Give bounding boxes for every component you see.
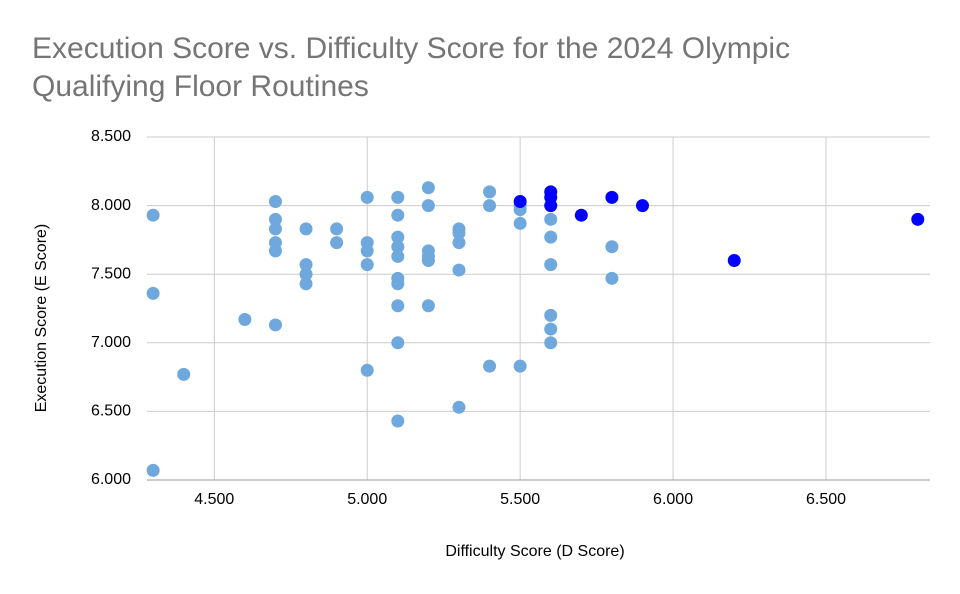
point: [605, 271, 619, 285]
point: [605, 240, 619, 254]
point: [360, 244, 374, 258]
point: [544, 258, 558, 272]
point: [544, 308, 558, 322]
point: [360, 258, 374, 272]
point: [391, 336, 405, 350]
point: [299, 267, 313, 281]
y-tick-label: 7.500: [91, 265, 131, 282]
y-axis-label: Execution Score (E Score): [33, 224, 50, 413]
point: [360, 190, 374, 204]
point: [268, 222, 282, 236]
point: [574, 208, 588, 222]
point: [268, 212, 282, 226]
point: [452, 400, 466, 414]
point: [391, 249, 405, 263]
point: [452, 236, 466, 250]
point: [544, 322, 558, 336]
point: [421, 199, 435, 213]
point: [911, 212, 925, 226]
point: [513, 359, 527, 373]
point: [177, 367, 191, 381]
point: [268, 194, 282, 208]
point: [146, 463, 160, 477]
x-tick-label: 5.500: [500, 491, 540, 508]
point: [544, 336, 558, 350]
point: [544, 199, 558, 213]
point: [391, 230, 405, 244]
x-tick-label: 6.000: [653, 491, 693, 508]
point: [238, 312, 252, 326]
point: [513, 216, 527, 230]
point: [635, 199, 649, 213]
point: [513, 194, 527, 208]
point: [421, 181, 435, 195]
point: [299, 258, 313, 272]
x-axis-label: Difficulty Score (D Score): [445, 543, 624, 560]
point: [421, 299, 435, 313]
point: [391, 414, 405, 428]
point: [330, 236, 344, 250]
chart-title: Execution Score vs. Difficulty Score for…: [32, 32, 791, 103]
point: [360, 363, 374, 377]
y-tick-label: 6.500: [91, 403, 131, 420]
point: [146, 286, 160, 300]
y-tick-label: 6.000: [91, 471, 131, 488]
y-tick-label: 7.000: [91, 334, 131, 351]
point: [391, 190, 405, 204]
point: [330, 222, 344, 236]
y-tick-label: 8.500: [91, 128, 131, 145]
point: [299, 222, 313, 236]
point: [605, 190, 619, 204]
point: [391, 299, 405, 313]
point: [483, 185, 497, 199]
point: [452, 226, 466, 240]
x-tick-label: 4.500: [194, 491, 234, 508]
point: [391, 277, 405, 291]
x-tick-label: 6.500: [806, 491, 846, 508]
point: [727, 253, 741, 267]
point: [544, 212, 558, 226]
point: [483, 359, 497, 373]
point: [452, 263, 466, 277]
point: [483, 199, 497, 213]
point: [268, 318, 282, 332]
point: [391, 208, 405, 222]
point: [299, 277, 313, 291]
point: [421, 253, 435, 267]
point: [268, 244, 282, 258]
point: [146, 208, 160, 222]
x-tick-label: 5.000: [347, 491, 387, 508]
point: [544, 230, 558, 244]
y-tick-label: 8.000: [91, 197, 131, 214]
point: [391, 240, 405, 254]
